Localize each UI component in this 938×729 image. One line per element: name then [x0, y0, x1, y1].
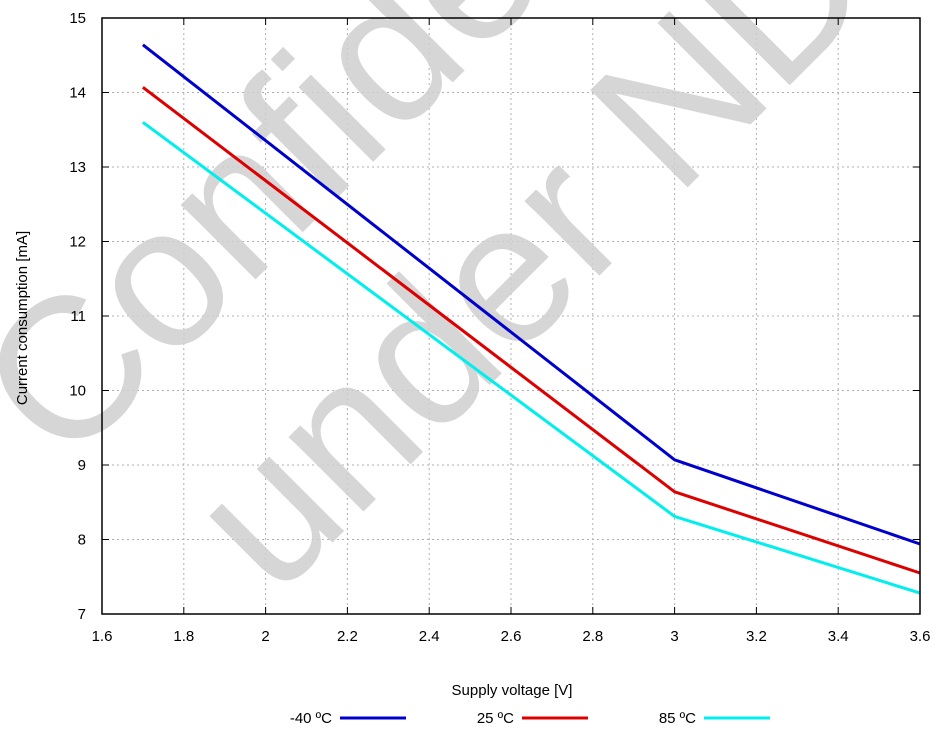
y-tick-label: 7 [78, 606, 86, 623]
series-line-1 [141, 43, 921, 546]
x-tick-label: 1.8 [173, 628, 194, 645]
x-tick-label: 2.6 [501, 628, 522, 645]
tick-labels: 1.6 1.8 2 2.2 2.4 2.6 2.8 3 3.2 3.4 3.6 7 8 9 10 11 12 13… [69, 10, 930, 645]
series-line-3 [142, 121, 921, 595]
x-tick-label: 2 [261, 628, 269, 645]
x-tick-label: 3 [670, 628, 678, 645]
x-tick-label: 1.6 [92, 628, 113, 645]
series-line-2 [141, 86, 921, 575]
legend-label-1: -40 ºC [290, 710, 332, 727]
y-tick-label: 11 [70, 308, 86, 325]
y-tick-label: 14 [69, 85, 86, 102]
x-tick-label: 3.6 [910, 628, 931, 645]
x-tick-label: 2.2 [337, 628, 358, 645]
x-axis-label: Supply voltage [V] [452, 682, 573, 699]
y-tick-label: 10 [69, 383, 86, 400]
legend-label-2: 25 ºC [477, 710, 514, 727]
y-tick-label: 8 [78, 532, 86, 549]
watermark: Confidential under NDA [0, 0, 938, 630]
y-tick-label: 13 [69, 159, 86, 176]
x-tick-label: 2.8 [582, 628, 603, 645]
series-lines [141, 43, 921, 595]
y-axis-label: Current consumption [mA] [14, 231, 31, 405]
legend: -40 ºC 25 ºC 85 ºC [290, 710, 770, 727]
y-tick-label: 15 [69, 10, 86, 27]
y-tick-label: 12 [69, 234, 86, 251]
legend-label-3: 85 ºC [659, 710, 696, 727]
x-tick-label: 2.4 [419, 628, 440, 645]
axis-ticks [101, 17, 921, 615]
x-tick-label: 3.4 [828, 628, 849, 645]
x-tick-label: 3.2 [746, 628, 767, 645]
y-tick-label: 9 [78, 457, 86, 474]
